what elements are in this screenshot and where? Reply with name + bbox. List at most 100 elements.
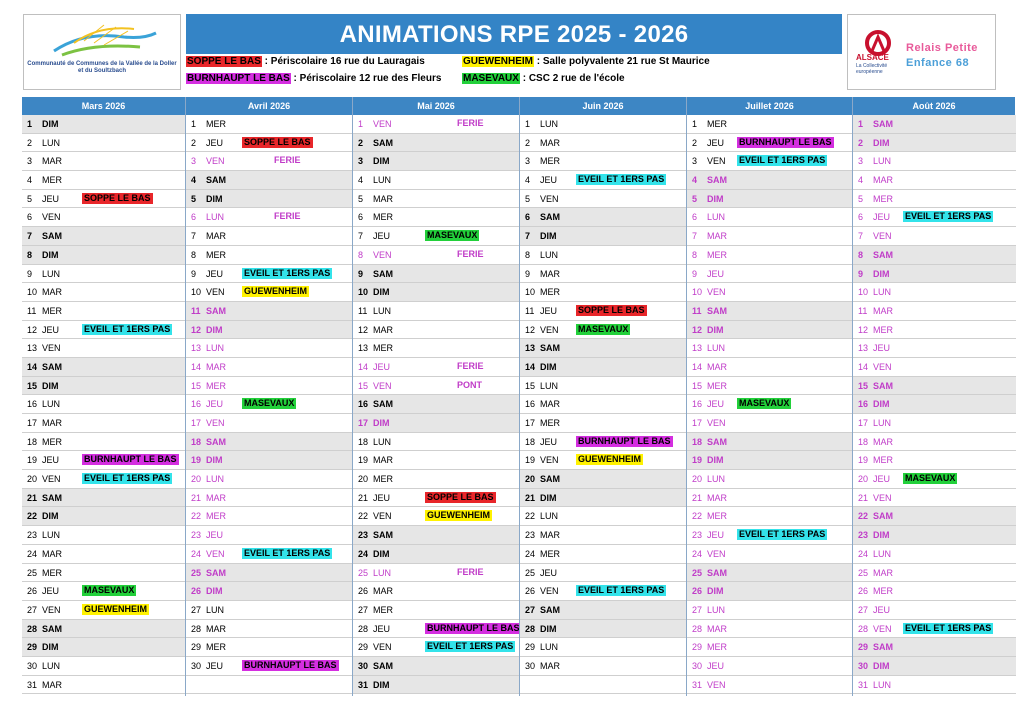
- day-number: 23: [858, 530, 869, 541]
- day-row: 2 MAR: [520, 134, 687, 153]
- day-number: 10: [358, 287, 369, 298]
- day-row: 26 MAR: [353, 582, 520, 601]
- day-row: 28 MAR: [186, 620, 353, 639]
- month-header: Août 2026: [853, 97, 1016, 115]
- day-name: DIM: [540, 492, 557, 503]
- day-number: 27: [191, 604, 202, 615]
- day-name: SAM: [540, 474, 560, 485]
- day-name: LUN: [373, 305, 392, 316]
- day-name: VEN: [707, 418, 726, 428]
- day-name: SAM: [540, 212, 560, 223]
- day-row: 28 DIM: [520, 619, 687, 639]
- day-row: 19 DIM: [687, 451, 853, 471]
- day-name: VEN: [206, 418, 225, 428]
- day-number: 15: [858, 380, 869, 391]
- day-number: 7: [525, 231, 531, 242]
- day-name: JEU: [206, 530, 224, 541]
- day-name: MER: [540, 548, 560, 559]
- day-name: DIM: [707, 455, 724, 466]
- day-number: 25: [27, 567, 38, 578]
- day-name: DIM: [540, 361, 557, 372]
- day-number: 28: [191, 623, 202, 634]
- day-name: LUN: [373, 567, 392, 578]
- day-number: 24: [525, 548, 536, 559]
- day-number: 19: [27, 455, 38, 466]
- day-number: 12: [525, 324, 536, 335]
- day-number: 28: [692, 623, 703, 634]
- day-row: 8 DIM: [22, 245, 186, 265]
- day-number: 31: [27, 679, 38, 690]
- day-number: 22: [525, 511, 536, 522]
- day-row: 25 MER: [22, 564, 186, 583]
- event-label: FERIE: [457, 118, 484, 128]
- day-row: 30 DIM: [853, 656, 1016, 676]
- day-number: 30: [858, 660, 869, 671]
- day-name: LUN: [540, 249, 559, 260]
- day-number: 31: [358, 679, 369, 690]
- day-row: 28 VEN EVEIL ET 1ERS PAS: [853, 620, 1016, 639]
- day-name: VEN: [707, 156, 726, 167]
- day-row: 19 JEU BURNHAUPT LE BAS: [22, 451, 186, 471]
- day-row: 12 JEU EVEIL ET 1ERS PAS: [22, 321, 186, 340]
- day-name: VEN: [873, 492, 892, 503]
- day-row: 14 SAM: [22, 357, 186, 377]
- day-number: 30: [27, 660, 38, 671]
- day-row: 9 LUN: [22, 265, 186, 284]
- day-name: LUN: [206, 604, 225, 615]
- day-row: 18 SAM: [186, 432, 353, 452]
- day-row: 10 DIM: [353, 283, 520, 302]
- day-number: 5: [858, 193, 864, 204]
- day-row: 26 JEU MASEVAUX: [22, 582, 186, 601]
- event-label: MASEVAUX: [242, 398, 297, 410]
- day-number: 22: [358, 511, 369, 522]
- day-name: VEN: [873, 231, 892, 242]
- day-row: 18 MER: [22, 433, 186, 452]
- day-number: 13: [858, 343, 869, 354]
- day-name: LUN: [42, 399, 61, 410]
- day-name: SAM: [42, 361, 62, 372]
- day-number: 17: [858, 418, 869, 428]
- day-name: MAR: [42, 548, 62, 559]
- event-label: BURNHAUPT LE BAS: [82, 454, 179, 466]
- day-row: 18 JEU BURNHAUPT LE BAS: [520, 433, 687, 452]
- day-name: SAM: [373, 660, 393, 671]
- day-number: 23: [525, 530, 536, 541]
- day-row: 3 MAR: [22, 152, 186, 172]
- day-row: 31 LUN: [853, 676, 1016, 695]
- day-name: VEN: [873, 623, 892, 634]
- day-number: 25: [358, 567, 369, 578]
- day-name: JEU: [206, 399, 224, 410]
- day-number: 11: [358, 305, 368, 316]
- day-number: 8: [358, 249, 364, 260]
- day-name: MER: [873, 586, 893, 597]
- day-number: 15: [692, 380, 703, 391]
- day-name: JEU: [707, 399, 725, 410]
- day-name: JEU: [42, 324, 60, 335]
- day-row: 13 MER: [353, 339, 520, 358]
- day-row: 25 SAM: [186, 563, 353, 583]
- day-row: 16 DIM: [853, 395, 1016, 414]
- day-name: JEU: [206, 268, 224, 279]
- day-number: 29: [525, 642, 536, 653]
- day-row: 17 MAR: [22, 414, 186, 433]
- day-number: 21: [191, 492, 202, 503]
- day-number: 27: [358, 604, 369, 615]
- day-number: 26: [692, 586, 703, 597]
- day-name: MER: [707, 511, 727, 522]
- day-number: 25: [525, 567, 536, 578]
- day-row: 23 SAM: [353, 526, 520, 545]
- day-name: LUN: [206, 212, 225, 223]
- event-label: EVEIL ET 1ERS PAS: [903, 211, 994, 223]
- day-number: 24: [358, 548, 369, 559]
- day-name: SAM: [873, 380, 893, 391]
- day-number: 1: [358, 119, 364, 129]
- day-number: 18: [191, 436, 202, 447]
- day-number: 15: [358, 380, 369, 391]
- day-number: 6: [358, 212, 364, 223]
- day-number: 14: [191, 361, 202, 372]
- day-row: 17 VEN: [687, 414, 853, 433]
- day-name: JEU: [42, 586, 60, 597]
- location-address: : CSC 2 rue de l'école: [519, 73, 625, 84]
- day-name: DIM: [707, 193, 724, 204]
- day-row: 29 SAM: [853, 638, 1016, 657]
